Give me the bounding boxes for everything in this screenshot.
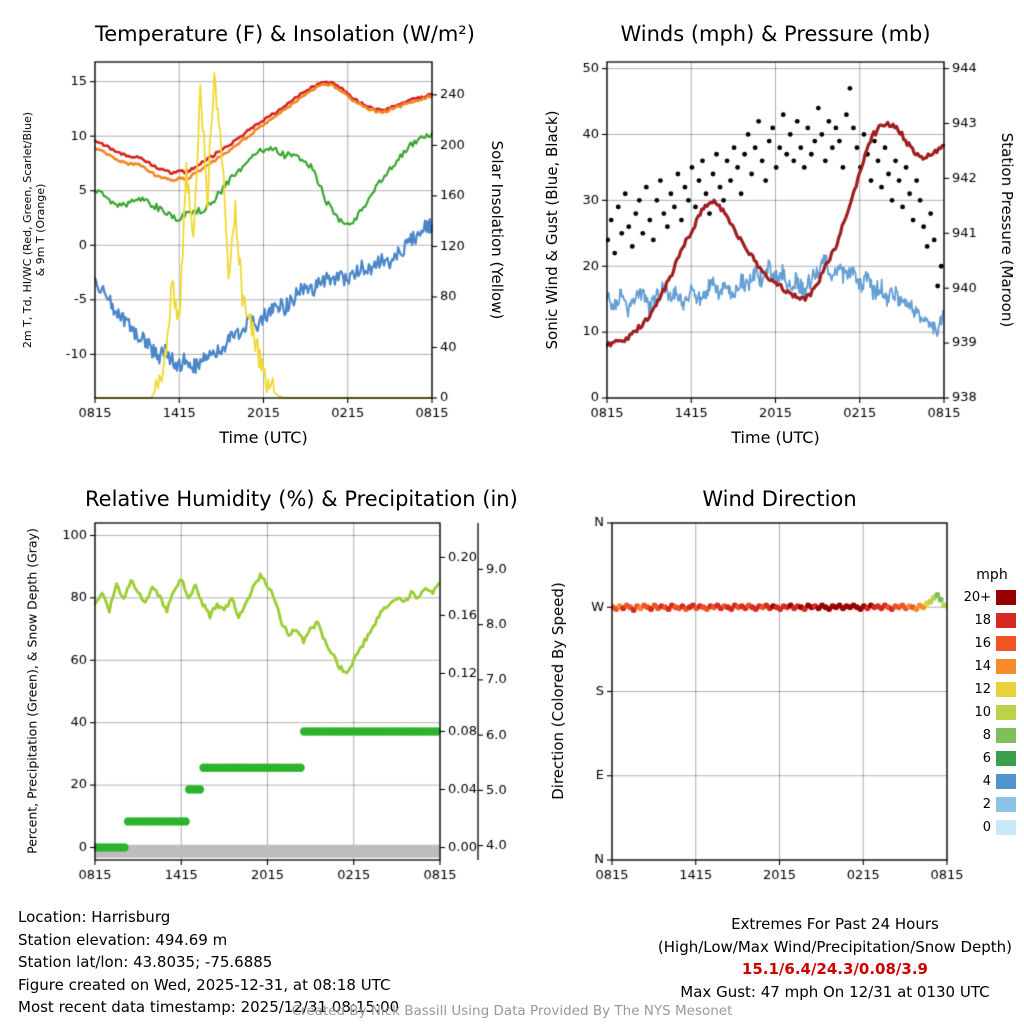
extremes-subtitle: (High/Low/Max Wind/Precipitation/Snow De… xyxy=(657,937,1012,956)
legend-entry: 16 xyxy=(958,632,1016,655)
legend-entry-label: 20+ xyxy=(963,590,991,605)
legend-entry-label: 16 xyxy=(974,636,991,651)
legend-color-swatch xyxy=(996,705,1016,720)
legend-entry: 6 xyxy=(958,747,1016,770)
extremes-block: Extremes For Past 24 Hours (High/Low/Max… xyxy=(658,913,1012,1003)
legend-color-swatch xyxy=(996,590,1016,605)
humidity-precip-canvas xyxy=(0,455,512,905)
legend-entry: 12 xyxy=(958,678,1016,701)
wind-direction-canvas xyxy=(512,455,1024,905)
legend-entry: 10 xyxy=(958,701,1016,724)
legend-entry: 20+ xyxy=(958,586,1016,609)
max-gust-text: Max Gust: 47 mph On 12/31 at 0130 UTC xyxy=(680,982,990,1001)
chart-title: Relative Humidity (%) & Precipitation (i… xyxy=(85,487,518,511)
wind-speed-legend: mph 20+ 18 16 14 12 10 8 6 4 2 0 xyxy=(958,567,1016,839)
legend-title: mph xyxy=(976,567,1008,583)
legend-entry-label: 0 xyxy=(982,820,991,835)
station-elevation: Station elevation: 494.69 m xyxy=(18,930,228,949)
legend-color-swatch xyxy=(996,636,1016,651)
humidity-precip-chart: Relative Humidity (%) & Precipitation (i… xyxy=(0,455,518,905)
station-location: Location: Harrisburg xyxy=(18,908,171,926)
legend-color-swatch xyxy=(996,774,1016,789)
x-axis-label: Time (UTC) xyxy=(219,428,308,447)
temperature-insolation-canvas xyxy=(0,0,512,455)
legend-entry-label: 10 xyxy=(974,705,991,720)
legend-entry: 18 xyxy=(958,609,1016,632)
left-axis-label: Percent, Precipitation (Green), & Snow D… xyxy=(24,528,40,854)
extremes-title: Extremes For Past 24 Hours xyxy=(731,915,939,933)
chart-title: Winds (mph) & Pressure (mb) xyxy=(620,22,931,46)
legend-color-swatch xyxy=(996,682,1016,697)
credit-line: Created By Nick Bassill Using Data Provi… xyxy=(291,1003,733,1019)
legend-entry: 4 xyxy=(958,770,1016,793)
legend-entry-label: 4 xyxy=(982,774,991,789)
station-info-block: Location: Harrisburg Station elevation: … xyxy=(18,906,399,1019)
legend-entry: 0 xyxy=(958,816,1016,839)
legend-entry: 8 xyxy=(958,724,1016,747)
chart-title: Wind Direction xyxy=(702,487,857,511)
chart-title: Temperature (F) & Insolation (W/m²) xyxy=(95,22,475,46)
wind-direction-chart: Wind Direction Direction (Colored By Spe… xyxy=(512,455,1024,905)
station-latlon: Station lat/lon: 43.8035; -75.6885 xyxy=(18,953,273,971)
legend-entry-label: 6 xyxy=(982,751,991,766)
figure-created-timestamp: Figure created on Wed, 2025-12-31, at 08… xyxy=(18,975,391,994)
winds-pressure-canvas xyxy=(512,0,1024,455)
legend-color-swatch xyxy=(996,728,1016,743)
legend-color-swatch xyxy=(996,820,1016,835)
legend-entry-label: 18 xyxy=(974,613,991,628)
recent-data-timestamp: Most recent data timestamp: 2025/12/31 0… xyxy=(18,998,400,1016)
legend-entry: 2 xyxy=(958,793,1016,816)
x-axis-label: Time (UTC) xyxy=(731,428,820,447)
legend-color-swatch xyxy=(996,751,1016,766)
temperature-insolation-chart: Temperature (F) & Insolation (W/m²) 2m T… xyxy=(0,0,512,455)
left-axis-label: Sonic Wind & Gust (Blue, Black) xyxy=(543,110,561,350)
winds-pressure-chart: Winds (mph) & Pressure (mb) Sonic Wind &… xyxy=(512,0,1024,455)
left-axis-label-line2: & 9m T (Orange) xyxy=(34,183,47,277)
legend-color-swatch xyxy=(996,797,1016,812)
extremes-values: 15.1/6.4/24.3/0.08/3.9 xyxy=(741,960,928,978)
legend-entry-label: 12 xyxy=(974,682,991,697)
legend-color-swatch xyxy=(996,613,1016,628)
legend-entry-label: 8 xyxy=(982,728,991,743)
left-axis-label: Direction (Colored By Speed) xyxy=(549,582,567,800)
legend-color-swatch xyxy=(996,659,1016,674)
legend-entry-label: 2 xyxy=(982,797,991,812)
right-axis-label: Station Pressure (Maroon) xyxy=(998,132,1016,328)
legend-entry: 14 xyxy=(958,655,1016,678)
legend-entry-label: 14 xyxy=(974,659,991,674)
right-axis-label: Solar Insolation (Yellow) xyxy=(488,140,506,320)
left-axis-label: 2m T, Td, HI/WC (Red, Green, Scarlet/Blu… xyxy=(21,112,47,348)
left-axis-label-line1: 2m T, Td, HI/WC (Red, Green, Scarlet/Blu… xyxy=(21,111,34,349)
